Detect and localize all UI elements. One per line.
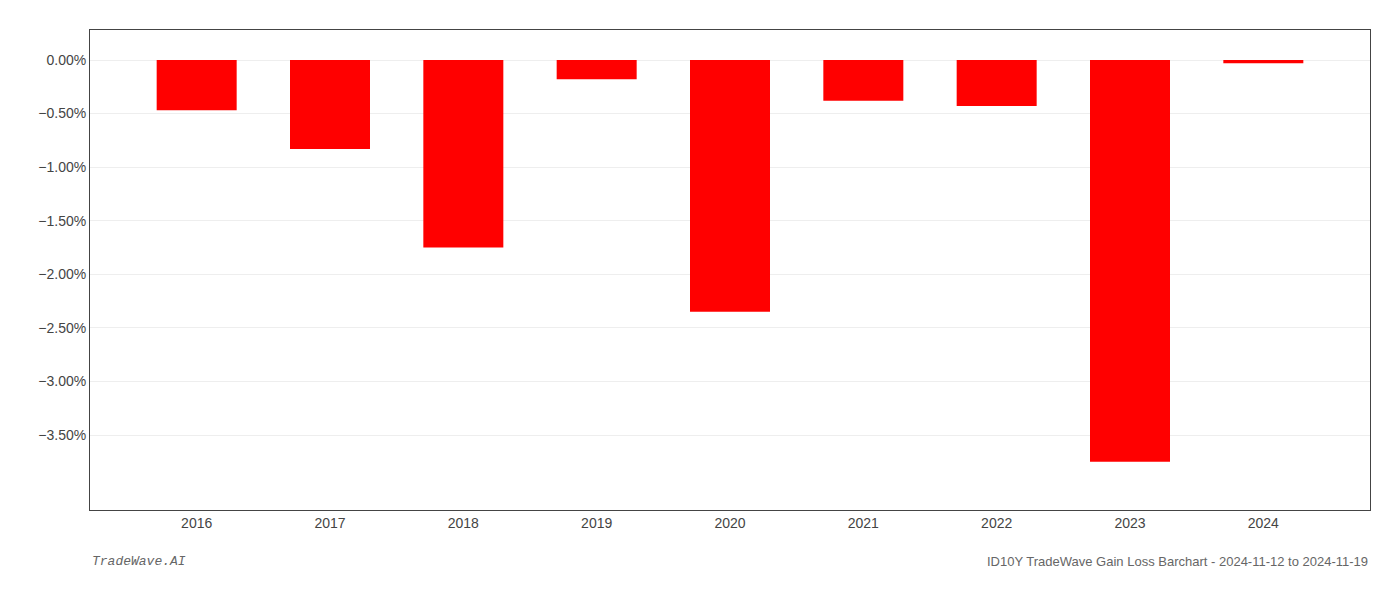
- svg-text:TradeWave.AI: TradeWave.AI: [92, 554, 186, 569]
- svg-text:ID10Y TradeWave Gain Loss Barc: ID10Y TradeWave Gain Loss Barchart - 202…: [987, 554, 1368, 569]
- svg-text:−2.50%: −2.50%: [38, 320, 86, 336]
- svg-text:−1.50%: −1.50%: [38, 213, 86, 229]
- svg-text:−1.00%: −1.00%: [38, 159, 86, 175]
- svg-text:0.00%: 0.00%: [46, 52, 86, 68]
- svg-text:−3.50%: −3.50%: [38, 427, 86, 443]
- svg-text:2017: 2017: [314, 515, 345, 531]
- svg-text:2021: 2021: [848, 515, 879, 531]
- svg-text:−2.00%: −2.00%: [38, 266, 86, 282]
- svg-text:2023: 2023: [1114, 515, 1145, 531]
- svg-text:2016: 2016: [181, 515, 212, 531]
- svg-text:−0.50%: −0.50%: [38, 105, 86, 121]
- svg-text:2020: 2020: [714, 515, 745, 531]
- svg-text:2024: 2024: [1248, 515, 1279, 531]
- svg-text:2019: 2019: [581, 515, 612, 531]
- svg-text:2018: 2018: [448, 515, 479, 531]
- svg-text:−3.00%: −3.00%: [38, 373, 86, 389]
- svg-text:2022: 2022: [981, 515, 1012, 531]
